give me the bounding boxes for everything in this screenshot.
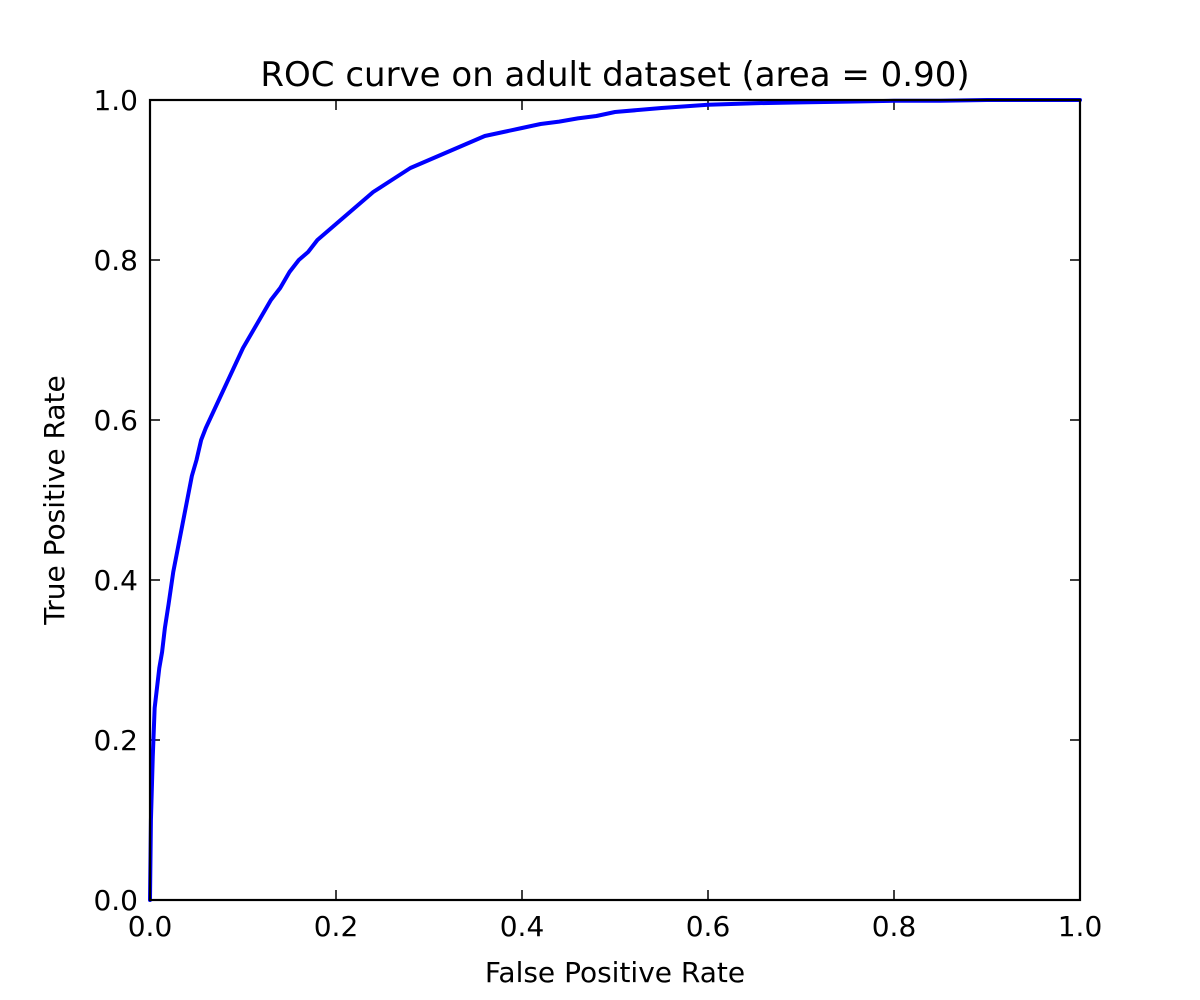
y-tick-label: 0.6 bbox=[93, 404, 138, 437]
chart-title: ROC curve on adult dataset (area = 0.90) bbox=[260, 55, 969, 95]
x-tick-label: 0.6 bbox=[686, 910, 731, 943]
x-tick-label: 1.0 bbox=[1058, 910, 1103, 943]
plot-frame bbox=[148, 98, 1082, 902]
x-tick-label: 0.2 bbox=[314, 910, 359, 943]
series-group bbox=[148, 98, 1082, 902]
y-tick-label: 0.8 bbox=[93, 244, 138, 277]
tick-labels: 0.0 0.2 0.4 0.6 0.8 1.0 0.0 0.2 0.4 0.6 0.8 1.0 bbox=[93, 84, 1102, 943]
roc-curve-line bbox=[148, 98, 1082, 902]
tick-marks bbox=[149, 99, 1081, 901]
x-tick-label: 0.0 bbox=[128, 910, 173, 943]
x-tick-label: 0.4 bbox=[500, 910, 545, 943]
y-tick-label: 0.2 bbox=[93, 724, 138, 757]
y-tick-label: 0.0 bbox=[93, 884, 138, 917]
y-tick-label: 0.4 bbox=[93, 564, 138, 597]
x-axis-label: False Positive Rate bbox=[485, 956, 745, 989]
y-axis-label: True Positive Rate bbox=[38, 375, 71, 625]
y-tick-label: 1.0 bbox=[93, 84, 138, 117]
x-tick-label: 0.8 bbox=[872, 910, 917, 943]
